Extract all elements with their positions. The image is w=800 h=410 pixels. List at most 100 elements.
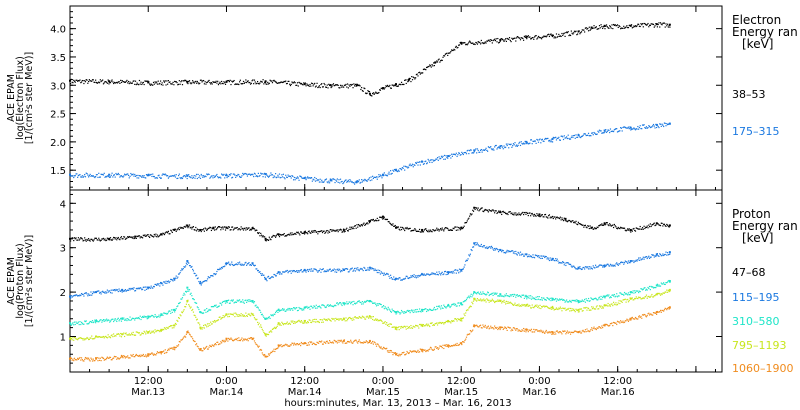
scatter-dot [304,270,306,272]
scatter-dot [134,354,137,357]
scatter-dot [128,235,130,238]
scatter-dot [404,169,406,171]
scatter-dot [368,301,371,303]
scatter-dot [342,86,344,88]
data-point [160,328,163,331]
scatter-dot [598,296,601,298]
scatter-dot [404,325,406,327]
scatter-dot [333,85,335,87]
scatter-dot [446,52,448,54]
scatter-dot [99,240,101,242]
scatter-dot [119,319,121,321]
scatter-dot [477,244,479,246]
scatter-dot [87,239,89,241]
scatter-dot [291,308,293,310]
scatter-dot [209,324,211,327]
y-tick-label: 1.5 [50,166,66,177]
scatter-dot [573,135,575,137]
scatter-dot [129,357,131,359]
scatter-dot [297,85,299,87]
scatter-dot [329,229,331,231]
scatter-dot [98,176,101,178]
scatter-dot [460,269,462,271]
scatter-dot [423,68,425,70]
scatter-dot [273,175,275,177]
scatter-dot [462,317,464,319]
scatter-dot [274,236,277,238]
scatter-dot [113,355,116,358]
scatter-dot [513,293,515,295]
scatter-dot [71,175,73,177]
scatter-dot [620,27,623,29]
scatter-dot [260,326,263,328]
scatter-dot [205,228,207,230]
scatter-dot [370,176,372,178]
scatter-dot [285,174,287,176]
scatter-dot [431,272,433,274]
scatter-dot [436,322,438,324]
scatter-dot [618,300,620,302]
scatter-dot [195,275,197,277]
scatter-dot [182,227,184,230]
scatter-dot [512,145,514,147]
scatter-dot [466,44,468,46]
scatter-dot [380,87,382,89]
scatter-dot [644,227,646,230]
scatter-dot [228,302,231,304]
scatter-dot [405,275,407,277]
scatter-dot [262,274,264,276]
scatter-dot [351,83,353,86]
scatter-dot [424,274,426,276]
scatter-dot [288,80,290,82]
scatter-dot [221,267,223,269]
scatter-dot [225,314,227,316]
scatter-dot [522,37,524,40]
scatter-dot [156,234,159,236]
scatter-dot [383,88,385,90]
scatter-dot [89,80,91,82]
scatter-dot [188,80,191,82]
scatter-dot [403,228,405,230]
scatter-dot [82,176,84,178]
scatter-dot [627,127,629,129]
scatter-dot [585,134,587,137]
scatter-dot [296,271,299,273]
scatter-dot [73,237,76,239]
scatter-dot [340,303,342,305]
scatter-dot [104,80,106,83]
scatter-dot [591,308,594,310]
scatter-dot [109,82,112,84]
scatter-dot [300,308,303,310]
scatter-dot [611,294,613,296]
scatter-dot [255,83,257,85]
scatter-dot [296,309,299,312]
scatter-dot [116,289,118,291]
scatter-dot [291,232,293,234]
scatter-dot [255,304,257,306]
scatter-dot [198,308,200,311]
scatter-dot [323,318,325,320]
scatter-dot [227,227,229,230]
scatter-dot [381,177,383,179]
scatter-dot [440,155,443,157]
scatter-dot [188,304,190,306]
scatter-dot [332,178,335,180]
scatter-dot [186,301,188,303]
scatter-dot [383,216,385,218]
scatter-dot [271,276,273,278]
scatter-dot [211,305,213,308]
scatter-dot [331,270,333,272]
scatter-dot [118,288,120,290]
scatter-dot [154,313,156,316]
scatter-dot [350,226,353,228]
scatter-dot [404,227,407,229]
scatter-dot [377,220,379,222]
scatter-dot [207,310,209,312]
scatter-dot [461,43,463,45]
scatter-dot [418,161,420,164]
scatter-dot [554,308,556,310]
scatter-dot [299,270,301,272]
scatter-dot [318,85,321,87]
scatter-dot [486,246,488,248]
scatter-dot [310,230,313,232]
